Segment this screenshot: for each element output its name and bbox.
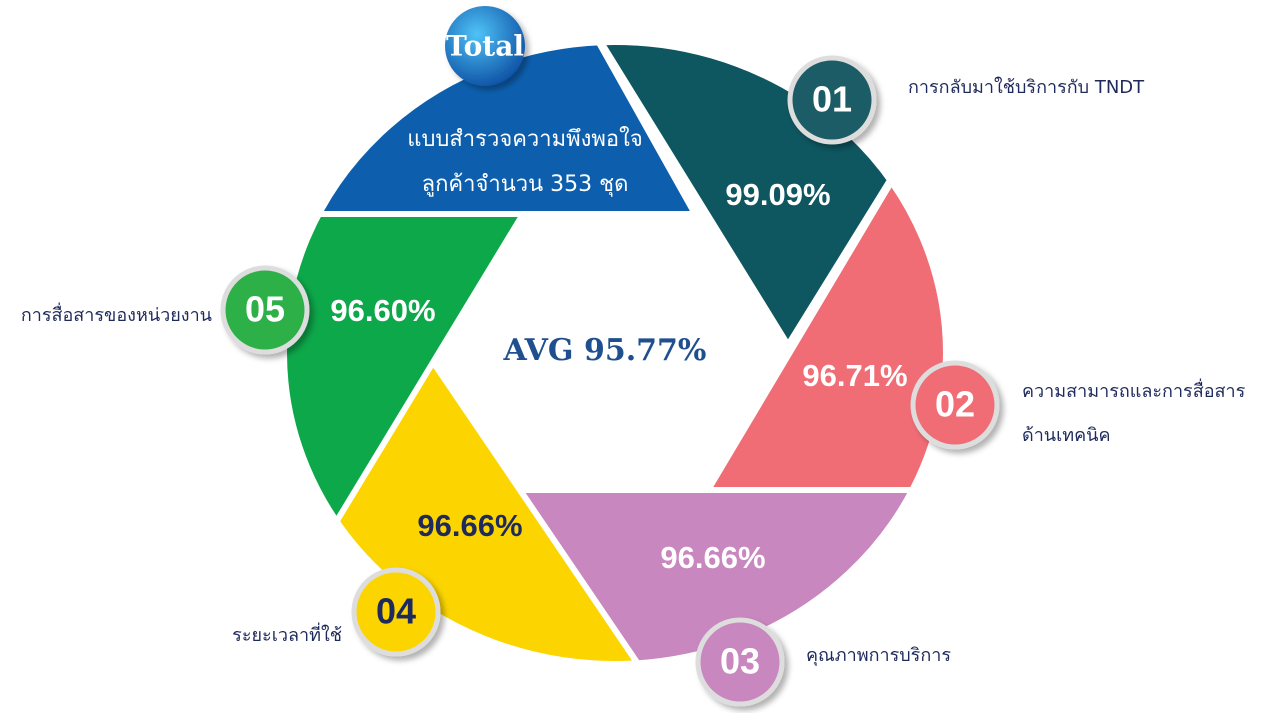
percent: 96.71% [802,358,907,393]
badge [787,55,877,145]
item-label: คุณภาพการบริการ [806,645,951,666]
badge [910,360,1000,450]
ring-edge [283,41,947,665]
badge-number: 02 [935,384,975,425]
percent: 99.09% [725,177,830,212]
badge-total [445,6,525,86]
item-label: ระยะเวลาที่ใช้ [232,622,342,646]
percent: 96.66% [417,508,522,543]
badge [351,567,441,657]
item-label: การกลับมาใช้บริการกับ TNDT [908,76,1145,98]
badges [220,6,1000,707]
center-label: AVG 95.77% [503,333,707,368]
item-label: ด้านเทคนิค [1022,425,1111,446]
badge [220,265,310,355]
item-label: การสื่อสารของหน่วยงาน [21,302,212,326]
badge-number: 03 [720,641,760,682]
badge-number: 05 [245,289,285,330]
badge-text: Total [446,30,524,63]
badge-number: 04 [376,591,416,632]
total-line: ลูกค้าจำนวน 353 ชุด [422,172,629,197]
badge [695,617,785,707]
item-label: ความสามารถและการสื่อสาร [1022,378,1246,402]
percent: 96.66% [660,540,765,575]
percent: 96.60% [330,293,435,328]
total-line: แบบสำรวจความพึงพอใจ [407,126,642,152]
badge-number: 01 [812,79,852,120]
